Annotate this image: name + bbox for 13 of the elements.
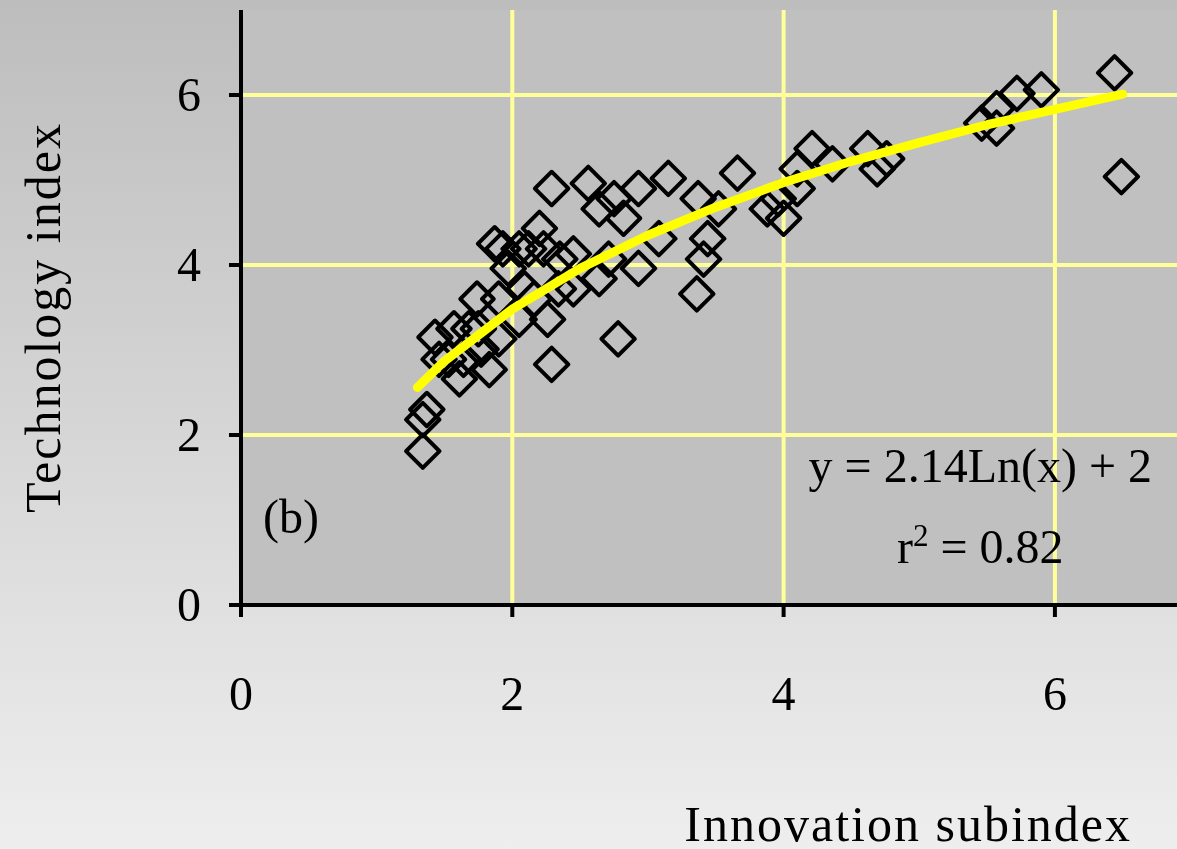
annotation: y = 2.14Ln(x) + 2 xyxy=(808,438,1153,493)
y-tick-label: 6 xyxy=(177,68,201,121)
x-tick-label: 6 xyxy=(1042,667,1067,720)
annotation: r$^{2}$ = 0.82 xyxy=(896,517,1064,573)
y-tick-label: 4 xyxy=(177,238,201,291)
x-tick-label: 0 xyxy=(229,667,253,720)
y-axis-title: Technology index xyxy=(15,122,71,513)
x-axis-title: Innovation subindex xyxy=(684,796,1132,849)
y-tick-label: 2 xyxy=(177,408,201,461)
annotation: (b) xyxy=(263,489,319,544)
y-tick-label: 0 xyxy=(177,578,201,631)
x-tick-label: 4 xyxy=(771,667,796,720)
x-tick-label: 2 xyxy=(500,667,525,720)
